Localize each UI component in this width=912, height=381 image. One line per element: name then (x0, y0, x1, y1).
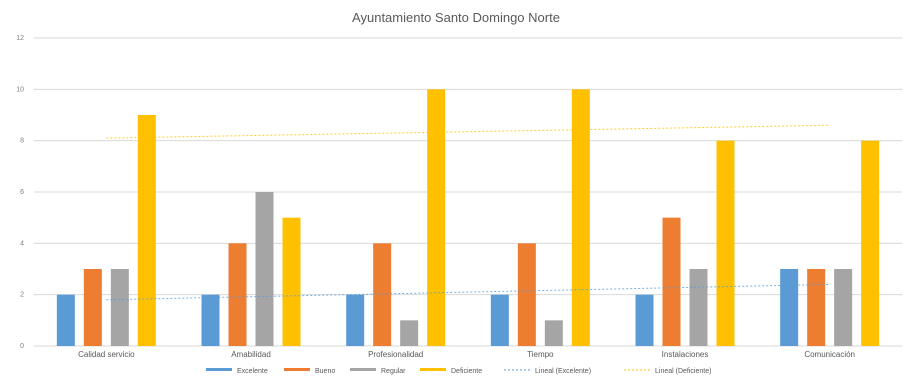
bar (201, 294, 220, 346)
x-tick-label: Instalaciones (662, 350, 709, 359)
legend-swatch (206, 368, 232, 371)
y-tick-label: 0 (20, 343, 24, 350)
bar (490, 294, 509, 346)
bar (255, 192, 274, 346)
bar (346, 294, 365, 346)
chart-title: Ayuntamiento Santo Domingo Norte (352, 10, 560, 25)
legend-swatch (284, 368, 310, 371)
y-tick-label: 8 (20, 138, 24, 145)
x-tick-label: Profesionalidad (368, 350, 423, 359)
bar (56, 294, 75, 346)
x-tick-label: Tiempo (527, 350, 554, 359)
legend-swatch (350, 368, 376, 371)
y-tick-label: 10 (16, 86, 24, 93)
bar (689, 269, 708, 346)
trendline (106, 124, 830, 139)
trendline (106, 283, 830, 301)
bar (517, 243, 536, 346)
x-tick-label: Calidad servicio (78, 350, 135, 359)
bar (834, 269, 853, 346)
y-tick-label: 12 (16, 35, 24, 42)
bar (807, 269, 826, 346)
bar (544, 320, 563, 346)
bar (228, 243, 247, 346)
bar (635, 294, 654, 346)
bar (861, 140, 880, 346)
bar (716, 140, 735, 346)
legend-swatch (420, 368, 446, 371)
legend-label: Deficiente (451, 368, 482, 375)
legend-label: Excelente (237, 368, 268, 375)
bar (83, 269, 102, 346)
bar (282, 217, 301, 346)
legend-label: Lineal (Excelente) (535, 368, 591, 375)
bar (571, 89, 590, 346)
y-tick-label: 2 (20, 292, 24, 299)
x-tick-label: Comunicación (804, 350, 855, 359)
bar (662, 217, 681, 346)
legend-label: Regular (381, 368, 406, 375)
bar (110, 269, 129, 346)
x-tick-label: Amabilidad (231, 350, 271, 359)
y-tick-label: 6 (20, 189, 24, 196)
legend-label: Lineal (Deficiente) (655, 368, 711, 375)
legend-label: Bueno (315, 368, 335, 375)
bar (780, 269, 799, 346)
bar (400, 320, 419, 346)
y-tick-label: 4 (20, 240, 24, 247)
bar (137, 115, 156, 346)
bar (427, 89, 446, 346)
bar (373, 243, 392, 346)
